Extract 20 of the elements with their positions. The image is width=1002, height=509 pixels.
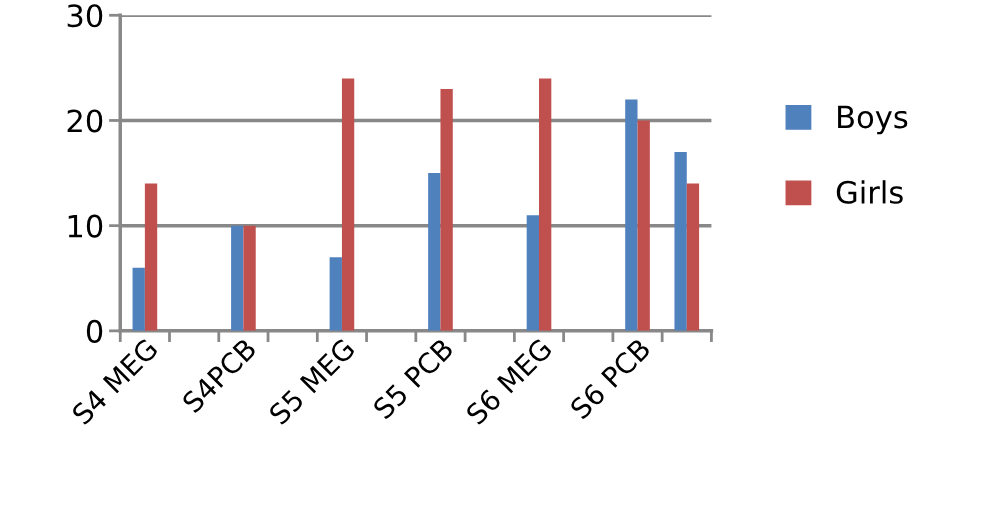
bar <box>243 225 256 331</box>
bar <box>625 99 638 331</box>
bar <box>144 183 158 331</box>
bar <box>674 152 687 331</box>
bar <box>538 78 552 331</box>
bar <box>329 257 342 331</box>
y-tick-label: 10 <box>68 214 103 238</box>
bar <box>526 215 539 331</box>
bar <box>341 78 355 331</box>
bar <box>428 173 441 331</box>
legend-label: Boys <box>838 105 908 135</box>
legend-label: Girls <box>836 180 903 204</box>
bar <box>637 120 650 331</box>
bar <box>686 183 700 331</box>
y-tick-label: 0 <box>86 319 103 343</box>
bar <box>132 267 145 331</box>
y-tick-label: 30 <box>67 4 103 28</box>
y-tick-label: 20 <box>67 109 103 133</box>
bar <box>231 225 244 331</box>
bar <box>440 88 453 331</box>
